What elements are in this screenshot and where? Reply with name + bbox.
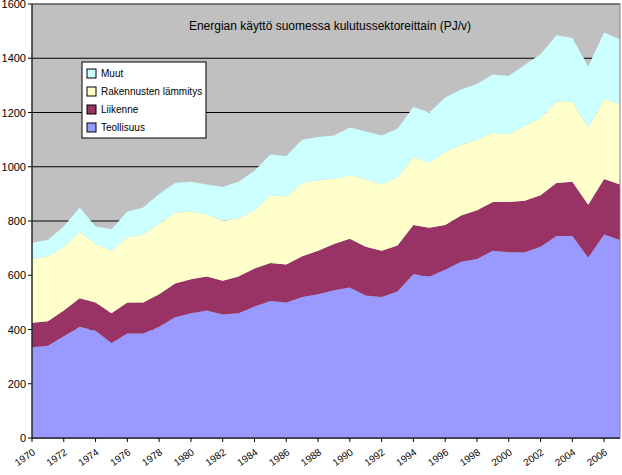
grid-line <box>32 438 620 439</box>
legend-swatch <box>87 87 96 96</box>
legend: Muut Rakennusten lämmitys Liikenne Teollisu… <box>82 62 206 138</box>
x-tick-label: 1986 <box>267 446 292 468</box>
x-tick <box>254 438 255 442</box>
x-tick <box>318 438 319 442</box>
y-tick <box>28 58 32 59</box>
y-tick-label: 600 <box>8 269 26 281</box>
y-tick-label: 1600 <box>2 0 26 10</box>
areas <box>32 32 620 438</box>
legend-swatch <box>87 105 96 114</box>
y-tick <box>28 383 32 384</box>
legend-label: Teollisuus <box>101 122 145 133</box>
x-tick <box>349 438 350 442</box>
x-tick <box>540 438 541 442</box>
y-tick-label: 1000 <box>2 161 26 173</box>
x-tick <box>222 438 223 442</box>
x-tick <box>159 438 160 442</box>
y-tick-label: 200 <box>8 378 26 390</box>
x-tick-label: 1998 <box>458 446 483 468</box>
x-tick-label: 1978 <box>140 446 165 468</box>
y-tick <box>28 112 32 113</box>
plot-area <box>32 4 620 438</box>
legend-swatch <box>87 123 96 132</box>
background <box>0 0 622 475</box>
x-tick-label: 1994 <box>394 446 419 468</box>
legend-label: Rakennusten lämmitys <box>101 86 202 97</box>
x-tick-label: 1996 <box>426 446 451 468</box>
y-tick <box>28 438 32 439</box>
x-tick <box>95 438 96 442</box>
chart: 0 200 400 600 800 1000 1200 1400 1600 1970 1972 197… <box>0 0 622 475</box>
legend-label: Muut <box>101 68 123 79</box>
x-tick-label: 1970 <box>13 446 38 468</box>
x-tick <box>604 438 605 442</box>
x-tick-label: 1990 <box>330 446 355 468</box>
y-tick-label: 0 <box>20 432 26 444</box>
x-tick-label: 2002 <box>521 446 546 468</box>
x-tick <box>413 438 414 442</box>
x-tick-label: 1982 <box>203 446 228 468</box>
grid-line <box>32 58 620 59</box>
x-tick-label: 1976 <box>108 446 133 468</box>
x-tick-label: 1984 <box>235 446 260 468</box>
plot-frame <box>32 4 620 438</box>
x-tick-label: 2006 <box>585 446 610 468</box>
y-tick <box>28 221 32 222</box>
x-tick <box>572 438 573 442</box>
title: Energian käyttö suomessa kulutussektorei… <box>189 19 471 33</box>
x-tick-label: 1980 <box>172 446 197 468</box>
x-tick <box>190 438 191 442</box>
y-tick-label: 400 <box>8 324 26 336</box>
area <box>32 32 620 258</box>
legend-label: Liikenne <box>101 104 139 115</box>
legend-box <box>82 62 206 138</box>
y-tick <box>28 275 32 276</box>
x-tick <box>476 438 477 442</box>
x-axis <box>32 438 620 439</box>
x-tick <box>32 438 33 442</box>
x-tick <box>508 438 509 442</box>
y-axis <box>32 4 33 438</box>
x-tick-label: 2004 <box>553 446 578 468</box>
x-tick-label: 1988 <box>299 446 324 468</box>
x-tick-label: 1972 <box>44 446 69 468</box>
x-tick <box>445 438 446 442</box>
x-tick <box>381 438 382 442</box>
x-tick-label: 1974 <box>76 446 101 468</box>
x-tick <box>63 438 64 442</box>
y-tick-label: 800 <box>8 215 26 227</box>
x-tick-label: 1992 <box>362 446 387 468</box>
x-tick <box>286 438 287 442</box>
legend-swatch <box>87 69 96 78</box>
y-tick <box>28 329 32 330</box>
y-tick-label: 1400 <box>2 52 26 64</box>
y-tick-label: 1200 <box>2 107 26 119</box>
x-tick <box>127 438 128 442</box>
y-tick <box>28 166 32 167</box>
area <box>32 99 620 323</box>
x-tick-label: 2000 <box>489 446 514 468</box>
y-tick <box>28 4 32 5</box>
